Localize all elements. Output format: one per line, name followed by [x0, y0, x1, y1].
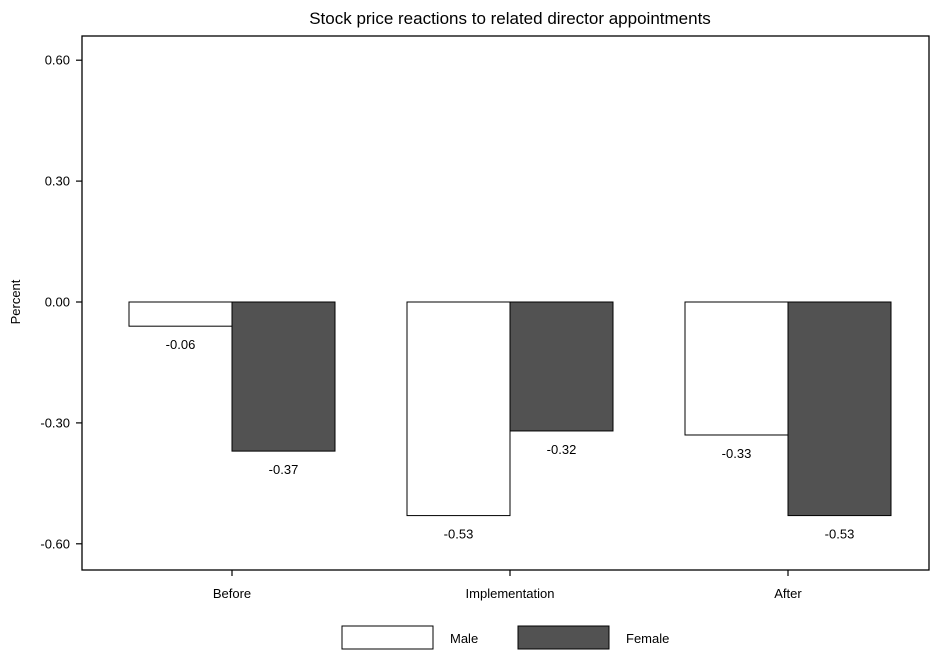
bar-male-implementation	[406, 301, 511, 517]
chart-title: Stock price reactions to related directo…	[309, 9, 711, 28]
x-axis: Before Implementation After	[213, 570, 802, 601]
x-category-label: Before	[213, 586, 251, 601]
y-tick-label: 0.30	[45, 174, 70, 189]
legend: Male Female	[341, 625, 669, 650]
legend-swatch-female	[517, 625, 610, 650]
y-axis: 0.60 0.30 0.00 -0.30 -0.60	[40, 53, 82, 551]
bar-value-label: -0.37	[269, 462, 299, 477]
y-axis-label: Percent	[8, 279, 23, 324]
bar-value-label: -0.32	[547, 442, 577, 457]
legend-swatch-male	[341, 625, 434, 650]
x-category-label: Implementation	[466, 586, 555, 601]
y-tick-label: 0.60	[45, 53, 70, 68]
plot-frame	[81, 35, 930, 571]
bars	[128, 301, 892, 517]
bar-female-after	[787, 301, 892, 517]
bar-labels: -0.06 -0.53 -0.33 -0.37 -0.32 -0.53	[166, 337, 855, 541]
y-tick-label: 0.00	[45, 295, 70, 310]
legend-label-female: Female	[626, 631, 669, 646]
bar-female-before	[231, 301, 336, 452]
legend-label-male: Male	[450, 631, 478, 646]
x-category-label: After	[774, 586, 802, 601]
bar-value-label: -0.53	[825, 527, 855, 542]
bar-male-before	[128, 301, 233, 327]
bar-value-label: -0.06	[166, 337, 196, 352]
bar-value-label: -0.33	[722, 446, 752, 461]
bar-male-after	[684, 301, 789, 436]
bar-value-label: -0.53	[444, 527, 474, 542]
y-tick-label: -0.30	[40, 415, 70, 430]
y-tick-label: -0.60	[40, 536, 70, 551]
bar-female-implementation	[509, 301, 614, 432]
